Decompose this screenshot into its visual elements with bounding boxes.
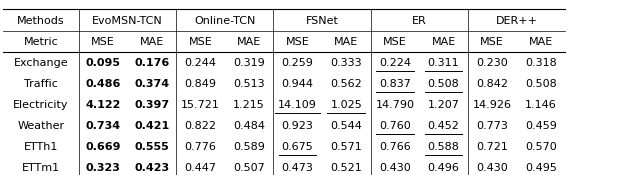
Text: MSE: MSE xyxy=(188,37,212,47)
Text: 0.486: 0.486 xyxy=(85,79,121,89)
Text: MSE: MSE xyxy=(91,37,115,47)
Text: 0.495: 0.495 xyxy=(525,163,557,173)
Text: 0.452: 0.452 xyxy=(428,121,460,131)
Text: 0.421: 0.421 xyxy=(134,121,170,131)
Text: 0.944: 0.944 xyxy=(282,79,314,89)
Text: 4.122: 4.122 xyxy=(85,100,121,110)
Text: 0.259: 0.259 xyxy=(282,58,314,68)
Text: ETTm1: ETTm1 xyxy=(22,163,60,173)
Text: Online-TCN: Online-TCN xyxy=(194,16,255,26)
Text: Exchange: Exchange xyxy=(13,58,68,68)
Text: 0.447: 0.447 xyxy=(184,163,216,173)
Text: ETTh1: ETTh1 xyxy=(24,142,58,152)
Text: 0.430: 0.430 xyxy=(476,163,508,173)
Text: 0.224: 0.224 xyxy=(379,58,411,68)
Text: DER++: DER++ xyxy=(495,16,538,26)
Text: MSE: MSE xyxy=(285,37,310,47)
Text: 0.589: 0.589 xyxy=(233,142,265,152)
Text: ER: ER xyxy=(412,16,427,26)
Text: 0.095: 0.095 xyxy=(86,58,120,68)
Text: FSNet: FSNet xyxy=(305,16,339,26)
Text: 0.571: 0.571 xyxy=(330,142,362,152)
Text: 1.215: 1.215 xyxy=(233,100,265,110)
Text: 14.926: 14.926 xyxy=(473,100,511,110)
Text: 0.588: 0.588 xyxy=(428,142,460,152)
Text: 0.544: 0.544 xyxy=(330,121,362,131)
Text: 0.459: 0.459 xyxy=(525,121,557,131)
Text: 0.773: 0.773 xyxy=(476,121,508,131)
Text: 0.397: 0.397 xyxy=(134,100,169,110)
Text: 0.562: 0.562 xyxy=(330,79,362,89)
Text: MAE: MAE xyxy=(237,37,261,47)
Text: Electricity: Electricity xyxy=(13,100,68,110)
Text: MSE: MSE xyxy=(480,37,504,47)
Text: MSE: MSE xyxy=(383,37,407,47)
Text: 0.423: 0.423 xyxy=(134,163,169,173)
Text: 1.207: 1.207 xyxy=(428,100,460,110)
Text: 0.760: 0.760 xyxy=(379,121,411,131)
Text: 0.244: 0.244 xyxy=(184,58,216,68)
Text: 0.507: 0.507 xyxy=(233,163,265,173)
Text: 0.570: 0.570 xyxy=(525,142,557,152)
Text: 0.473: 0.473 xyxy=(282,163,314,173)
Text: 0.319: 0.319 xyxy=(233,58,265,68)
Text: MAE: MAE xyxy=(334,37,358,47)
Text: 0.849: 0.849 xyxy=(184,79,216,89)
Text: Weather: Weather xyxy=(17,121,65,131)
Text: 0.333: 0.333 xyxy=(330,58,362,68)
Text: 15.721: 15.721 xyxy=(181,100,220,110)
Text: 0.675: 0.675 xyxy=(282,142,314,152)
Text: MAE: MAE xyxy=(140,37,164,47)
Text: MAE: MAE xyxy=(431,37,456,47)
Text: 0.508: 0.508 xyxy=(428,79,460,89)
Text: 0.734: 0.734 xyxy=(86,121,120,131)
Text: EvoMSN-TCN: EvoMSN-TCN xyxy=(92,16,163,26)
Text: 0.484: 0.484 xyxy=(233,121,265,131)
Text: 0.513: 0.513 xyxy=(233,79,265,89)
Text: 0.837: 0.837 xyxy=(379,79,411,89)
Text: 0.842: 0.842 xyxy=(476,79,508,89)
Text: 14.109: 14.109 xyxy=(278,100,317,110)
Text: Metric: Metric xyxy=(24,37,58,47)
Text: 0.555: 0.555 xyxy=(134,142,169,152)
Text: 0.923: 0.923 xyxy=(282,121,314,131)
Text: 0.430: 0.430 xyxy=(379,163,411,173)
Text: MAE: MAE xyxy=(529,37,553,47)
Text: 0.766: 0.766 xyxy=(379,142,411,152)
Text: 0.508: 0.508 xyxy=(525,79,557,89)
Text: 0.230: 0.230 xyxy=(476,58,508,68)
Text: 1.146: 1.146 xyxy=(525,100,557,110)
Text: 0.374: 0.374 xyxy=(134,79,169,89)
Text: Traffic: Traffic xyxy=(24,79,58,89)
Text: 0.496: 0.496 xyxy=(428,163,460,173)
Text: 0.176: 0.176 xyxy=(134,58,170,68)
Text: 14.790: 14.790 xyxy=(376,100,414,110)
Text: 0.822: 0.822 xyxy=(184,121,216,131)
Text: 1.025: 1.025 xyxy=(330,100,362,110)
Text: 0.311: 0.311 xyxy=(428,58,460,68)
Text: 0.776: 0.776 xyxy=(184,142,216,152)
Text: 0.521: 0.521 xyxy=(330,163,362,173)
Text: Methods: Methods xyxy=(17,16,65,26)
Text: 0.669: 0.669 xyxy=(85,142,121,152)
Text: 0.323: 0.323 xyxy=(86,163,120,173)
Text: 0.721: 0.721 xyxy=(476,142,508,152)
Text: 0.318: 0.318 xyxy=(525,58,557,68)
